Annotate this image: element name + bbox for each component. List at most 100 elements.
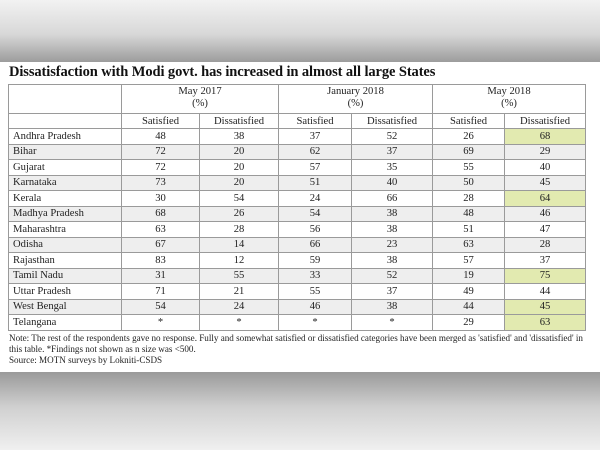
value-cell: 20: [198, 143, 280, 160]
value-cell: 55: [278, 283, 353, 300]
value-cell: 64: [504, 190, 587, 207]
state-name-cell: Kerala: [8, 190, 122, 207]
value-cell: 66: [278, 236, 353, 253]
table-row: Odisha 67 14 66 23 63 28: [8, 236, 587, 253]
background-bottom: [0, 372, 600, 450]
value-cell: 68: [121, 205, 200, 222]
state-subheader-cell: [8, 113, 122, 129]
period-header: January 2018 (%): [278, 84, 434, 114]
value-cell: *: [351, 314, 434, 331]
state-name-cell: Uttar Pradesh: [8, 283, 122, 300]
value-cell: 38: [351, 221, 434, 238]
subheader-row: Satisfied Dissatisfied Satisfied Dissati…: [8, 113, 587, 129]
value-cell: 63: [504, 314, 587, 331]
state-name-cell: Tamil Nadu: [8, 267, 122, 284]
table-row: Rajasthan 83 12 59 38 57 37: [8, 252, 587, 269]
value-cell: 66: [351, 190, 434, 207]
value-cell: 46: [278, 298, 353, 315]
state-name-cell: Karnataka: [8, 174, 122, 191]
value-cell: 29: [432, 314, 506, 331]
table-title: Dissatisfaction with Modi govt. has incr…: [9, 64, 436, 80]
value-cell: 35: [351, 159, 434, 176]
value-cell: 54: [121, 298, 200, 315]
subheader: Satisfied: [278, 113, 353, 129]
subheader: Dissatisfied: [351, 113, 434, 129]
period-header: May 2017 (%): [120, 84, 280, 114]
value-cell: 63: [432, 236, 506, 253]
subheader: Dissatisfied: [198, 113, 280, 129]
value-cell: 55: [432, 159, 506, 176]
value-cell: 28: [432, 190, 506, 207]
table-row: West Bengal 54 24 46 38 44 45: [8, 298, 587, 315]
value-cell: 38: [351, 252, 434, 269]
value-cell: 14: [198, 236, 280, 253]
value-cell: 19: [432, 267, 506, 284]
value-cell: 37: [351, 283, 434, 300]
table-row: Madhya Pradesh 68 26 54 38 48 46: [8, 205, 587, 222]
value-cell: 20: [198, 174, 280, 191]
state-name-cell: Madhya Pradesh: [8, 205, 122, 222]
value-cell: 71: [121, 283, 200, 300]
value-cell: 51: [432, 221, 506, 238]
state-name-cell: Odisha: [8, 236, 122, 253]
value-cell: 57: [278, 159, 353, 176]
value-cell: 49: [432, 283, 506, 300]
value-cell: 62: [278, 143, 353, 160]
subheader: Dissatisfied: [504, 113, 587, 129]
period-unit: (%): [192, 98, 208, 109]
value-cell: 47: [504, 221, 587, 238]
table-row: Andhra Pradesh 48 38 37 52 26 68: [8, 128, 587, 145]
value-cell: 21: [198, 283, 280, 300]
value-cell: 63: [121, 221, 200, 238]
source-text: Source: MOTN surveys by Lokniti-CSDS: [9, 355, 163, 365]
value-cell: 48: [121, 128, 200, 145]
state-header-cell: [8, 84, 122, 114]
value-cell: 23: [351, 236, 434, 253]
value-cell: 54: [198, 190, 280, 207]
value-cell: 67: [121, 236, 200, 253]
value-cell: 29: [504, 143, 587, 160]
survey-table: May 2017 (%) January 2018 (%) May 2018 (…: [8, 84, 587, 331]
value-cell: 28: [504, 236, 587, 253]
period-unit: (%): [347, 98, 364, 109]
state-name-cell: Bihar: [8, 143, 122, 160]
period-label: May 2018: [487, 86, 531, 97]
value-cell: 12: [198, 252, 280, 269]
table-row: Gujarat 72 20 57 35 55 40: [8, 159, 587, 176]
period-unit: (%): [501, 98, 517, 109]
period-header: May 2018 (%): [432, 84, 587, 114]
value-cell: 20: [198, 159, 280, 176]
table-body: Andhra Pradesh 48 38 37 52 26 68 Bihar 72 20 62 37 6…: [8, 128, 587, 331]
value-cell: 31: [121, 267, 200, 284]
value-cell: 69: [432, 143, 506, 160]
background-top: [0, 0, 600, 62]
value-cell: 44: [504, 283, 587, 300]
value-cell: 40: [504, 159, 587, 176]
value-cell: 52: [351, 128, 434, 145]
state-name-cell: Telangana: [8, 314, 122, 331]
value-cell: 26: [432, 128, 506, 145]
table-row: Bihar 72 20 62 37 69 29: [8, 143, 587, 160]
value-cell: 57: [432, 252, 506, 269]
value-cell: 75: [504, 267, 587, 284]
state-name-cell: Maharashtra: [8, 221, 122, 238]
period-label: May 2017: [178, 86, 222, 97]
table-row: Maharashtra 63 28 56 38 51 47: [8, 221, 587, 238]
table-row: Telangana * * * * 29 63: [8, 314, 587, 331]
state-name-cell: Andhra Pradesh: [8, 128, 122, 145]
value-cell: 26: [198, 205, 280, 222]
value-cell: 72: [121, 143, 200, 160]
period-header-row: May 2017 (%) January 2018 (%) May 2018 (…: [8, 84, 587, 114]
value-cell: 44: [432, 298, 506, 315]
state-name-cell: West Bengal: [8, 298, 122, 315]
value-cell: 38: [351, 205, 434, 222]
state-name-cell: Rajasthan: [8, 252, 122, 269]
value-cell: 30: [121, 190, 200, 207]
value-cell: 37: [278, 128, 353, 145]
value-cell: 52: [351, 267, 434, 284]
value-cell: 55: [198, 267, 280, 284]
value-cell: 45: [504, 174, 587, 191]
value-cell: 40: [351, 174, 434, 191]
state-name-cell: Gujarat: [8, 159, 122, 176]
subheader: Satisfied: [432, 113, 506, 129]
